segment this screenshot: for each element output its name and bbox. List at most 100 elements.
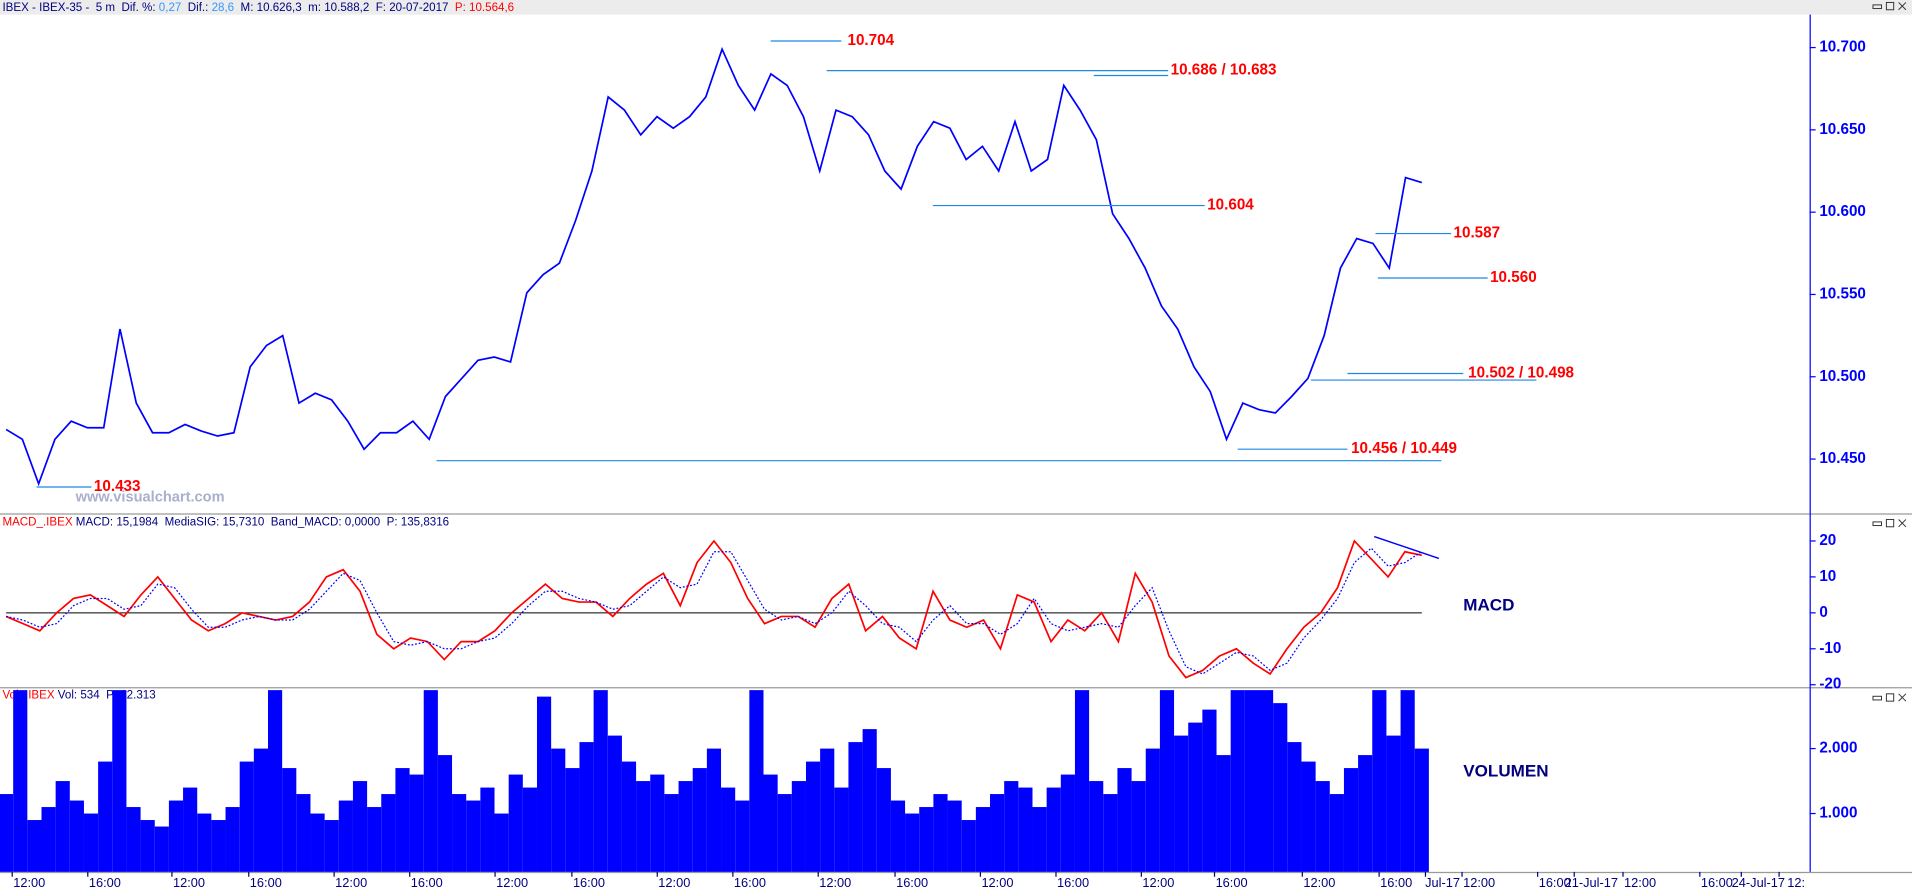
x-tick-label: 16:00 bbox=[1701, 875, 1733, 890]
x-tick-label: 16:00 bbox=[1539, 875, 1571, 890]
volume-bar bbox=[168, 800, 184, 872]
volume-bar bbox=[69, 800, 84, 872]
volume-bar bbox=[664, 794, 679, 872]
level-label: 10.604 bbox=[1207, 197, 1254, 214]
volume-bar bbox=[41, 807, 56, 872]
volume-bar bbox=[876, 768, 891, 872]
volume-bar bbox=[777, 794, 792, 872]
maximize-button[interactable] bbox=[1885, 693, 1895, 702]
volume-bar bbox=[310, 813, 325, 872]
signal-line bbox=[5, 547, 1423, 675]
header-part: P: 10.564,6 bbox=[455, 2, 514, 14]
volume-bar bbox=[239, 761, 254, 872]
volume-bar bbox=[1202, 709, 1217, 872]
volume-bar bbox=[1188, 722, 1203, 872]
volume-bar bbox=[13, 690, 28, 872]
volume-bar bbox=[1244, 690, 1259, 872]
volume-bar bbox=[1386, 735, 1401, 872]
volume-bar bbox=[650, 774, 665, 872]
volume-bar bbox=[112, 690, 127, 872]
volume-bar bbox=[1400, 690, 1415, 872]
x-tick-label: 12:00 bbox=[173, 875, 205, 890]
level-label: 10.560 bbox=[1490, 269, 1537, 286]
x-tick-label: 12:00 bbox=[1624, 875, 1656, 890]
volume-bar bbox=[905, 813, 920, 872]
x-tick-label: 16:00 bbox=[896, 875, 928, 890]
close-button[interactable] bbox=[1898, 519, 1907, 528]
volume-bar bbox=[225, 807, 240, 872]
volume-bar bbox=[791, 781, 806, 872]
volume-bar bbox=[1060, 774, 1075, 872]
volume-bar bbox=[154, 826, 169, 872]
x-tick-label: 12:00 bbox=[335, 875, 367, 890]
y-tick-label: 1.000 bbox=[1819, 805, 1857, 822]
volume-bar bbox=[1372, 690, 1387, 872]
volume-bar bbox=[522, 787, 537, 872]
volume-bar bbox=[1358, 755, 1373, 872]
x-tick-label: 24-Jul-17 bbox=[1732, 875, 1785, 890]
volume-bar bbox=[211, 820, 226, 872]
macd-line bbox=[5, 539, 1422, 679]
level-label: 10.456 / 10.449 bbox=[1351, 440, 1457, 457]
volume-bar bbox=[749, 690, 764, 872]
volume-bar bbox=[933, 794, 948, 872]
volume-bar bbox=[480, 787, 495, 872]
volume-bar bbox=[1103, 794, 1118, 872]
volume-bar bbox=[1089, 781, 1104, 872]
header-part: 0,27 bbox=[159, 2, 182, 14]
panel-header-part: Vol: 534 P: 12.313 bbox=[55, 690, 156, 702]
volume-bar bbox=[735, 800, 750, 872]
volume-bar bbox=[367, 807, 382, 872]
volume-bar bbox=[466, 800, 481, 872]
level-label: 10.704 bbox=[847, 32, 894, 49]
volume-bar bbox=[494, 813, 509, 872]
volume-bar bbox=[975, 807, 991, 872]
x-tick-label: 12:00 bbox=[819, 875, 851, 890]
x-tick-label: 16:00 bbox=[1216, 875, 1248, 890]
x-tick-label: 12:00 bbox=[981, 875, 1013, 890]
volume-bar bbox=[565, 768, 580, 872]
volume-bar bbox=[1414, 748, 1429, 872]
header-bar bbox=[0, 0, 1912, 15]
volume-bar bbox=[692, 768, 707, 872]
volume-bar bbox=[0, 794, 14, 872]
header-part: Dif.: bbox=[181, 2, 211, 14]
level-label: 10.433 bbox=[94, 478, 141, 495]
minimize-button[interactable] bbox=[1872, 695, 1883, 701]
volume-bar bbox=[409, 774, 424, 872]
volume-bar bbox=[706, 748, 722, 872]
minimize-button[interactable] bbox=[1872, 4, 1883, 10]
close-button[interactable] bbox=[1898, 693, 1907, 702]
volume-bar bbox=[183, 787, 198, 872]
volume-bar bbox=[126, 807, 141, 872]
volume-bar bbox=[1343, 768, 1359, 872]
volume-bar bbox=[990, 794, 1005, 872]
volume-bar bbox=[961, 820, 976, 872]
volume-bar bbox=[1174, 735, 1189, 872]
volume-bar bbox=[1145, 748, 1160, 872]
volume-bar bbox=[452, 794, 467, 872]
volume-bar bbox=[621, 761, 637, 872]
volume-bar bbox=[1074, 690, 1090, 872]
minimize-button[interactable] bbox=[1872, 521, 1883, 527]
volume-bar bbox=[27, 820, 42, 872]
volume-bar bbox=[1301, 761, 1316, 872]
y-tick-label: 10.600 bbox=[1819, 203, 1866, 220]
volume-bar bbox=[268, 690, 283, 872]
volume-bar bbox=[805, 761, 821, 872]
x-tick-label: 16:00 bbox=[1380, 875, 1412, 890]
x-tick-label: 16:00 bbox=[250, 875, 282, 890]
watermark: www.visualchart.com bbox=[75, 489, 225, 505]
x-tick-label: 12:00 bbox=[1142, 875, 1174, 890]
x-tick-label: 12: bbox=[1787, 875, 1805, 890]
volume-bar bbox=[536, 696, 552, 872]
header-part: 28,6 bbox=[212, 2, 235, 14]
volume-bar bbox=[1230, 690, 1245, 872]
maximize-button[interactable] bbox=[1885, 1, 1895, 11]
volume-bar bbox=[862, 729, 877, 872]
close-button[interactable] bbox=[1898, 2, 1907, 11]
volume-bar bbox=[1004, 781, 1019, 872]
maximize-button[interactable] bbox=[1885, 518, 1895, 528]
